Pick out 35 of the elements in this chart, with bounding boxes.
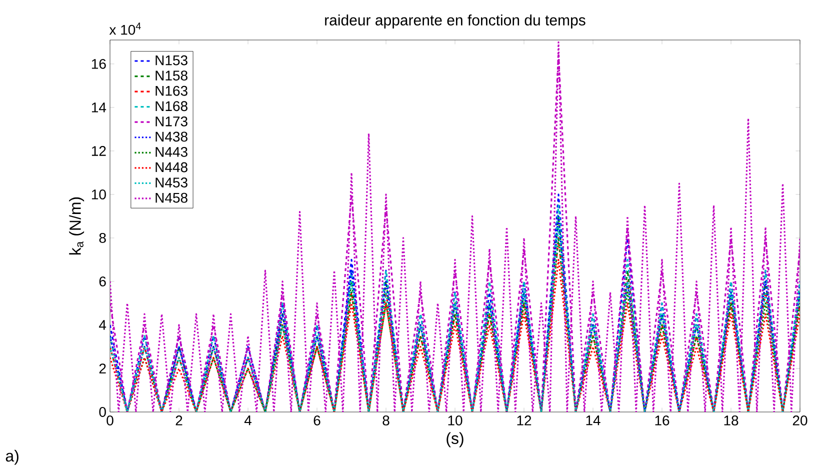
legend-label: N458 <box>156 192 188 203</box>
y-tick-label: 14 <box>92 102 106 112</box>
legend-label: N153 <box>156 55 188 66</box>
y-tick-label: 0 <box>99 407 106 417</box>
x-tick-label: 12 <box>517 416 532 426</box>
chart-title: raideur apparente en fonction du temps <box>325 14 586 28</box>
x-tick-label: 10 <box>448 416 462 426</box>
y-tick-label: 10 <box>92 189 106 200</box>
x-tick-label: 4 <box>244 416 252 426</box>
legend-label: N453 <box>156 178 188 188</box>
x-tick-label: 0 <box>106 416 114 426</box>
x-axis-title: (s) <box>446 432 464 448</box>
legend-label: N438 <box>156 132 188 142</box>
text: x 10$^{4}$ <box>109 22 141 35</box>
y-tick-label: 16 <box>92 58 106 69</box>
legend-label: N163 <box>156 86 188 96</box>
y-tick-label: 12 <box>92 146 106 156</box>
legend-label: N168 <box>156 101 188 112</box>
x-tick-label: 14 <box>586 416 600 426</box>
y-tick-label: 2 <box>99 364 106 374</box>
x-tick-label: 8 <box>382 416 390 426</box>
y-tick-label: 4 <box>99 320 106 330</box>
text: a) <box>6 450 18 465</box>
legend-label: N158 <box>156 70 188 81</box>
x-tick-label: 2 <box>176 416 182 426</box>
y-axis-title: k$_{a}$ (N/m) <box>69 197 84 254</box>
x-tick-label: 20 <box>792 416 808 426</box>
x-tick-label: 18 <box>724 416 738 426</box>
legend-label: N173 <box>156 116 188 126</box>
legend-label: N443 <box>156 146 188 157</box>
legend-label: N448 <box>156 162 188 172</box>
x-tick-label: 6 <box>314 416 320 426</box>
y-tick-label: 8 <box>99 232 106 243</box>
x-tick-label: 16 <box>655 416 670 426</box>
y-tick-label: 6 <box>99 276 106 286</box>
